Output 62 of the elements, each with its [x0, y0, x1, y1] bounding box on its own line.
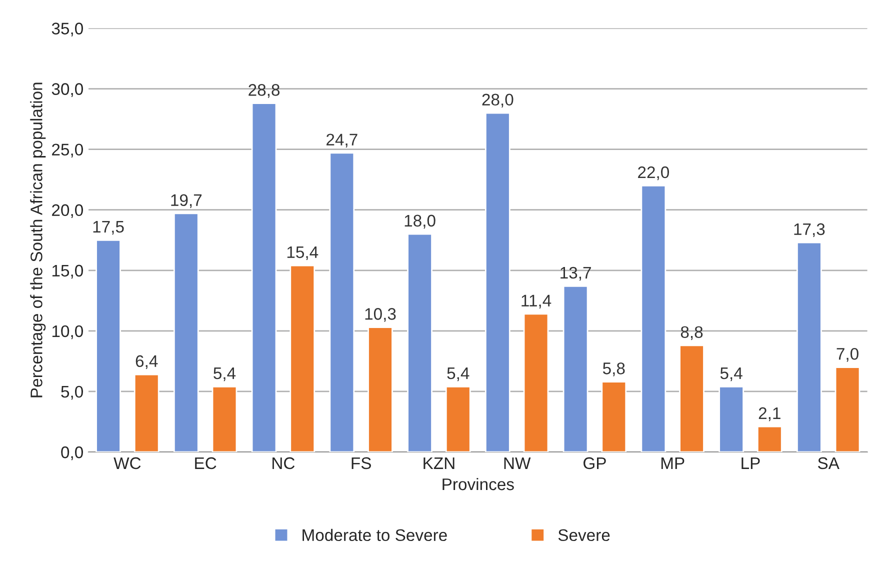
bar — [407, 233, 432, 452]
y-tick-label: 5,0 — [61, 386, 83, 400]
data-label: 5,4 — [447, 368, 470, 382]
x-tick-label: FS — [352, 457, 371, 470]
bar — [251, 102, 277, 452]
bar — [601, 381, 627, 452]
bar — [834, 366, 860, 452]
bar — [173, 212, 199, 452]
bar — [134, 374, 160, 452]
y-tick-label: 20,0 — [52, 204, 83, 218]
data-label: 8,8 — [680, 326, 703, 340]
y-tick-label: 25,0 — [52, 144, 83, 158]
bar — [368, 326, 393, 452]
x-tick-label: GP — [584, 457, 606, 470]
data-label: 28,8 — [248, 84, 280, 98]
y-tick-label: 15,0 — [52, 264, 83, 279]
bar — [212, 386, 238, 452]
x-tick-label: WC — [114, 457, 141, 470]
bar — [484, 112, 510, 452]
data-label: 17,3 — [794, 223, 825, 238]
data-label: 19,7 — [171, 194, 202, 208]
bar — [796, 242, 822, 452]
data-label: 13,7 — [560, 266, 591, 281]
bar — [290, 264, 316, 452]
data-label: 15,4 — [287, 246, 318, 260]
y-axis-title: Percentage of the South African population — [30, 82, 46, 398]
x-tick-label: KZN — [424, 457, 454, 469]
x-tick-label: LP — [742, 457, 760, 469]
data-label: 6,4 — [136, 355, 158, 370]
bar — [96, 239, 121, 452]
x-axis-title: Provinces — [442, 478, 514, 490]
data-label: 10,3 — [365, 308, 396, 322]
bar — [640, 184, 666, 452]
y-tick-label: 10,0 — [52, 325, 83, 340]
bar — [679, 344, 704, 452]
bar — [523, 313, 549, 452]
data-label: 24,7 — [326, 134, 358, 148]
data-label: 5,4 — [720, 368, 742, 382]
x-tick-label: NW — [504, 457, 531, 469]
x-tick-label: NC — [272, 457, 295, 470]
data-label: 7,0 — [836, 348, 858, 362]
bar — [756, 426, 782, 452]
x-tick-label: MP — [661, 457, 684, 469]
data-label: 17,5 — [93, 221, 124, 235]
bar — [562, 285, 588, 452]
legend-label: Severe — [558, 529, 610, 542]
x-tick-label: SA — [818, 457, 840, 470]
data-label: 22,0 — [638, 166, 669, 180]
data-label: 18,0 — [404, 214, 436, 229]
data-label: 11,4 — [522, 294, 552, 308]
data-label: 5,8 — [602, 362, 625, 376]
legend-label: Moderate to Severe — [302, 528, 447, 542]
x-tick-label: EC — [195, 457, 216, 470]
y-tick-label: 30,0 — [52, 83, 83, 97]
y-tick-label: 0,0 — [61, 446, 83, 460]
data-label: 5,4 — [214, 368, 236, 382]
bar — [445, 386, 471, 452]
bar — [329, 152, 355, 452]
data-label: 28,0 — [482, 94, 514, 108]
data-label: 2,1 — [758, 407, 780, 422]
bar — [718, 386, 744, 452]
y-tick-label: 35,0 — [52, 22, 83, 36]
